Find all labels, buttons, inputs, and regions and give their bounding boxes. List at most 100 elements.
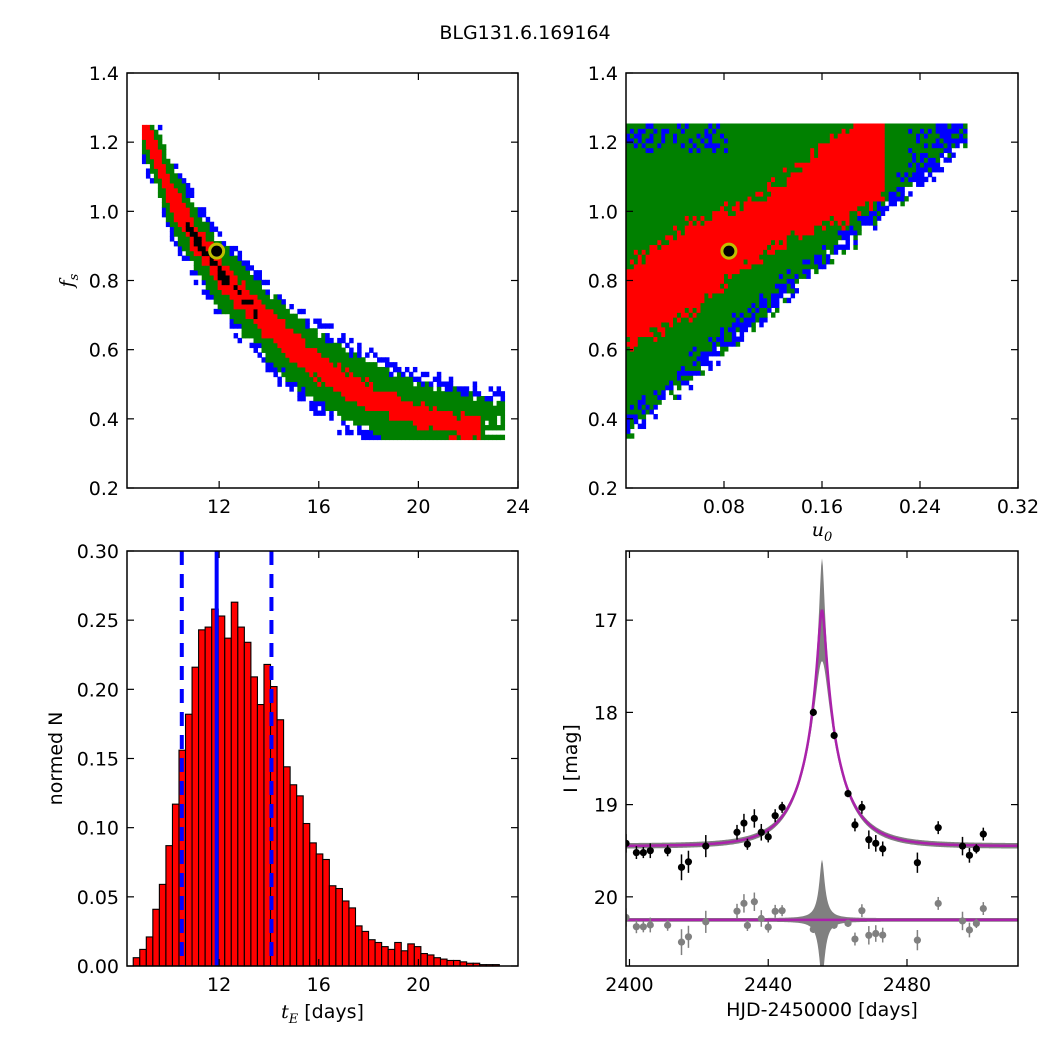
density-cell — [329, 400, 334, 407]
density-cell — [185, 202, 191, 208]
density-cell — [626, 307, 631, 313]
density-cell — [688, 355, 694, 362]
density-cell — [181, 241, 187, 247]
density-cell — [161, 144, 167, 150]
density-cell — [676, 394, 682, 400]
density-cell — [708, 278, 713, 284]
density-cell — [205, 236, 211, 242]
density-cell — [700, 191, 705, 197]
density-cell — [676, 205, 682, 212]
density-cell — [273, 328, 278, 334]
density-cell — [806, 263, 811, 270]
density-cell — [688, 288, 694, 294]
density-cell — [833, 225, 839, 231]
density-cell — [645, 283, 651, 289]
density-cell — [641, 263, 647, 270]
density-cell — [325, 347, 330, 353]
density-cell — [626, 268, 631, 275]
density-cell — [661, 191, 666, 197]
density-cell — [345, 376, 350, 382]
density-cell — [735, 307, 741, 313]
density-cell — [633, 196, 639, 202]
density-cell — [841, 128, 847, 134]
density-cell — [400, 376, 406, 382]
density-cell — [669, 215, 674, 221]
density-cell — [404, 386, 410, 392]
density-cell — [653, 288, 658, 294]
density-cell — [700, 336, 705, 342]
density-cell — [763, 259, 768, 265]
density-cell — [185, 231, 191, 237]
density-cell — [696, 273, 701, 279]
density-cell — [931, 138, 937, 144]
density-cell — [782, 191, 788, 197]
density-cell — [739, 191, 745, 197]
density-cell — [424, 420, 430, 426]
density-cell — [245, 313, 251, 320]
density-cell — [869, 171, 874, 178]
fs-tE-density-cells — [141, 124, 506, 441]
density-cell — [329, 347, 334, 353]
density-cell — [892, 152, 897, 158]
density-cell — [649, 268, 654, 275]
model-curve — [626, 609, 1018, 848]
density-cell — [790, 273, 796, 279]
density-cell — [333, 386, 338, 392]
density-cell — [313, 376, 318, 382]
density-cell — [676, 259, 682, 265]
density-cell — [353, 405, 358, 412]
density-cell — [872, 171, 878, 178]
density-cell — [884, 128, 890, 134]
density-cell — [193, 221, 199, 228]
density-cell — [221, 308, 227, 315]
density-cell — [696, 283, 701, 289]
density-cell — [661, 225, 666, 231]
density-cell — [861, 200, 866, 207]
density-cell — [763, 181, 768, 187]
residual-point — [750, 898, 758, 906]
density-cell — [704, 196, 709, 202]
density-cell — [225, 284, 231, 290]
density-cell — [357, 405, 362, 412]
density-cell — [692, 142, 698, 149]
density-cell — [293, 318, 298, 324]
density-cell — [400, 386, 406, 392]
density-cell — [293, 381, 298, 387]
density-cell — [908, 142, 913, 149]
density-cell — [896, 186, 901, 192]
density-cell — [712, 288, 717, 294]
density-cell — [309, 400, 314, 407]
density-cell — [688, 322, 694, 328]
density-cell — [833, 230, 839, 236]
density-cell — [696, 263, 701, 270]
density-cell — [759, 133, 764, 139]
density-cell — [731, 292, 737, 299]
density-cell — [810, 176, 815, 183]
density-cell — [676, 346, 682, 352]
density-cell — [337, 410, 342, 416]
density-cell — [416, 410, 422, 416]
density-cell — [951, 152, 956, 158]
density-cell — [653, 133, 658, 139]
density-cell — [696, 123, 701, 129]
density-cell — [884, 167, 890, 173]
density-cell — [763, 191, 768, 197]
density-cell — [931, 128, 937, 134]
density-cell — [317, 357, 322, 363]
density-cell — [673, 322, 678, 328]
density-cell — [253, 318, 258, 324]
density-cell — [829, 249, 835, 255]
density-cell — [301, 328, 306, 334]
density-cell — [657, 322, 662, 328]
density-cell — [673, 200, 678, 207]
density-cell — [649, 292, 654, 299]
density-cell — [657, 384, 662, 391]
density-cell — [743, 200, 749, 207]
density-cell — [755, 215, 760, 221]
density-cell — [759, 215, 764, 221]
density-cell — [641, 312, 647, 318]
residual-point — [740, 899, 748, 907]
density-cell — [665, 263, 670, 270]
density-cell — [712, 273, 717, 279]
density-cell — [448, 410, 454, 416]
